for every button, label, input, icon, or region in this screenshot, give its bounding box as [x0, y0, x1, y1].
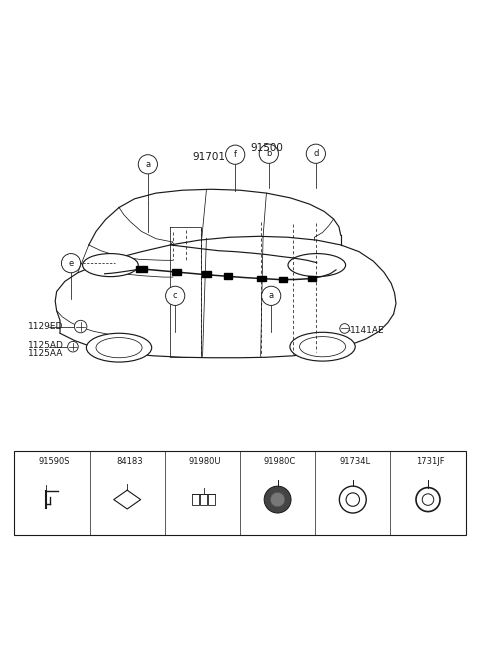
Circle shape	[74, 320, 87, 333]
Text: 91590S: 91590S	[39, 457, 70, 466]
Ellipse shape	[290, 332, 355, 361]
Text: e: e	[321, 455, 325, 464]
Circle shape	[61, 253, 81, 272]
Ellipse shape	[300, 337, 346, 357]
Text: c: c	[173, 291, 178, 301]
Text: f: f	[234, 150, 237, 159]
Text: 91980U: 91980U	[189, 457, 221, 466]
Ellipse shape	[96, 337, 142, 358]
Circle shape	[306, 144, 325, 163]
Text: 91701: 91701	[192, 151, 225, 162]
Ellipse shape	[288, 253, 346, 276]
Bar	[208, 494, 215, 506]
Circle shape	[166, 453, 179, 466]
Bar	[202, 271, 211, 277]
Text: 91500: 91500	[250, 143, 283, 153]
Bar	[200, 494, 207, 506]
Circle shape	[241, 453, 254, 466]
Text: 91734L: 91734L	[340, 457, 371, 466]
Text: d: d	[313, 149, 319, 159]
Text: d: d	[245, 455, 250, 464]
Text: c: c	[170, 455, 175, 464]
Text: a: a	[20, 455, 24, 464]
Text: 84183: 84183	[116, 457, 143, 466]
Circle shape	[346, 493, 360, 506]
Circle shape	[340, 324, 349, 333]
Ellipse shape	[83, 253, 138, 276]
Bar	[172, 269, 181, 274]
Circle shape	[138, 155, 157, 174]
Text: b: b	[266, 149, 272, 159]
Circle shape	[16, 453, 28, 466]
Circle shape	[262, 286, 281, 305]
Circle shape	[91, 453, 104, 466]
Circle shape	[226, 145, 245, 164]
Circle shape	[422, 494, 434, 506]
Bar	[224, 272, 232, 278]
Text: a: a	[269, 291, 274, 301]
Text: b: b	[95, 455, 100, 464]
Circle shape	[259, 144, 278, 163]
Text: e: e	[69, 259, 73, 268]
Circle shape	[264, 486, 291, 513]
Text: 1141AE: 1141AE	[350, 326, 385, 335]
Bar	[14, 451, 466, 535]
Circle shape	[166, 286, 185, 305]
Circle shape	[339, 486, 366, 513]
Bar	[136, 265, 147, 272]
Bar	[279, 277, 287, 282]
Text: 1125AD: 1125AD	[28, 341, 64, 350]
Ellipse shape	[86, 333, 152, 362]
Text: 1129ED: 1129ED	[28, 322, 63, 331]
Text: f: f	[396, 455, 399, 464]
Circle shape	[392, 453, 404, 466]
Bar	[308, 276, 316, 282]
Text: 91980C: 91980C	[264, 457, 296, 466]
Text: 1731JF: 1731JF	[416, 457, 444, 466]
Bar	[257, 276, 266, 282]
Circle shape	[68, 341, 78, 352]
Text: a: a	[145, 160, 150, 169]
Text: 1125AA: 1125AA	[28, 349, 63, 358]
Circle shape	[270, 493, 285, 507]
Circle shape	[416, 487, 440, 512]
Bar	[192, 494, 199, 506]
Circle shape	[317, 453, 329, 466]
